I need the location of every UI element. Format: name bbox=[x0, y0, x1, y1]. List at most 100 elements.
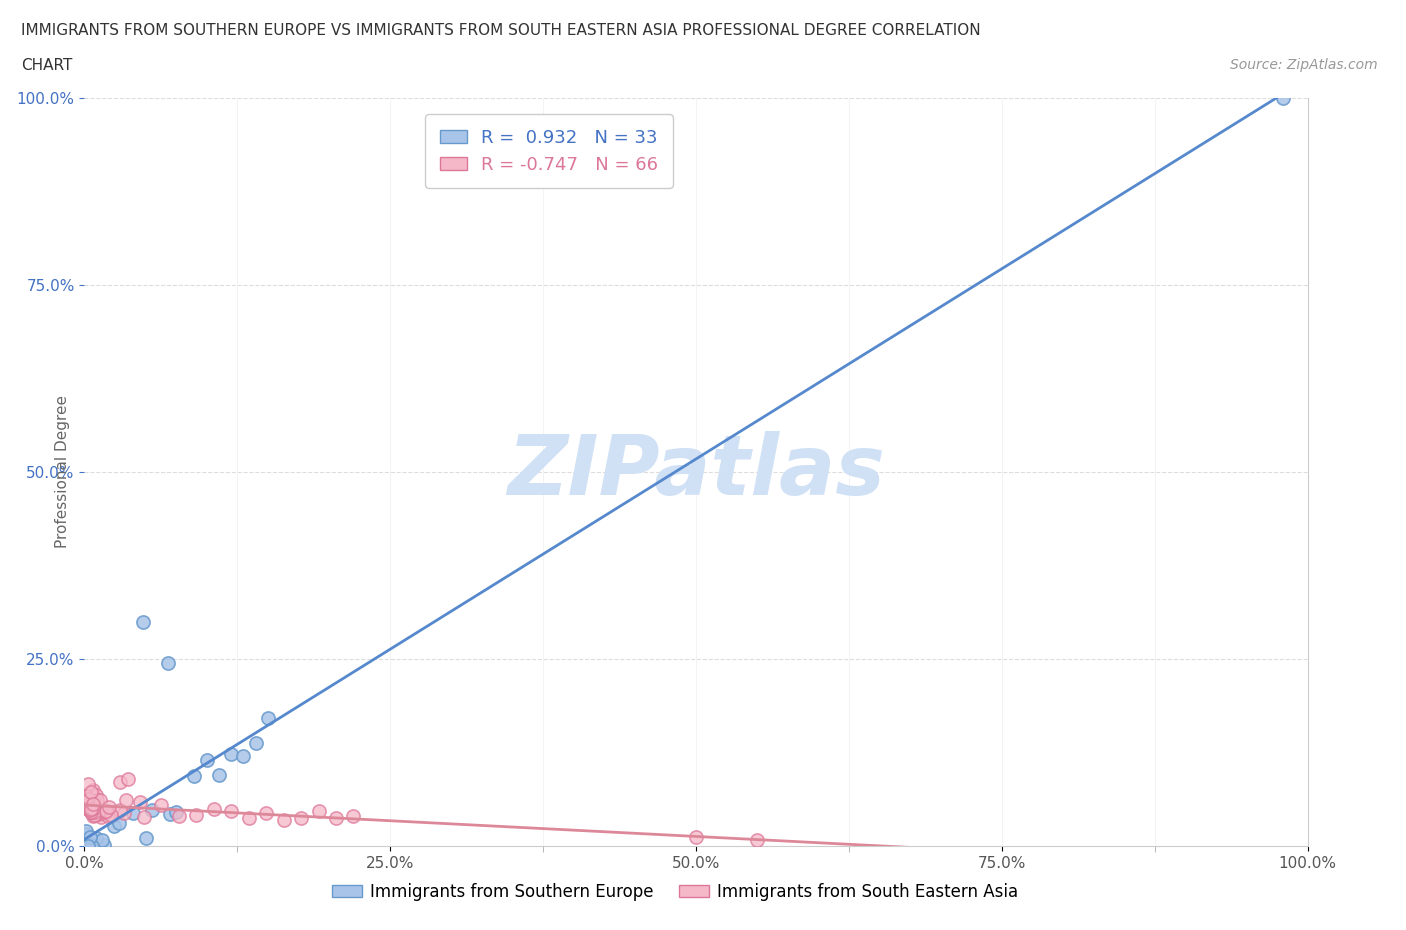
Point bbox=[132, 615, 155, 630]
Point bbox=[219, 804, 242, 819]
Point bbox=[80, 839, 103, 854]
Point bbox=[73, 839, 96, 854]
Point bbox=[122, 805, 145, 820]
Point bbox=[75, 801, 97, 816]
Point bbox=[100, 807, 122, 822]
Point bbox=[73, 838, 96, 853]
Point bbox=[202, 802, 225, 817]
Point bbox=[75, 827, 97, 842]
Point bbox=[86, 792, 108, 807]
Point bbox=[75, 789, 97, 804]
Point bbox=[89, 792, 111, 807]
Point bbox=[87, 806, 110, 821]
Point bbox=[83, 794, 105, 809]
Point bbox=[86, 830, 108, 845]
Point bbox=[76, 839, 98, 854]
Point bbox=[83, 803, 105, 817]
Point bbox=[83, 803, 105, 817]
Point bbox=[232, 749, 254, 764]
Point bbox=[747, 833, 769, 848]
Text: CHART: CHART bbox=[21, 58, 73, 73]
Point bbox=[77, 839, 100, 854]
Point bbox=[97, 800, 120, 815]
Point bbox=[273, 812, 295, 827]
Point bbox=[77, 777, 100, 791]
Point bbox=[112, 805, 135, 820]
Point bbox=[165, 804, 187, 819]
Point bbox=[159, 806, 181, 821]
Point bbox=[1272, 90, 1295, 105]
Point bbox=[108, 803, 131, 817]
Point bbox=[80, 795, 103, 810]
Point bbox=[82, 796, 104, 811]
Text: ZIPatlas: ZIPatlas bbox=[508, 432, 884, 512]
Point bbox=[150, 798, 173, 813]
Point bbox=[685, 830, 707, 844]
Point bbox=[77, 796, 100, 811]
Point bbox=[77, 801, 100, 816]
Point bbox=[132, 810, 155, 825]
Point bbox=[325, 810, 347, 825]
Point bbox=[80, 785, 103, 800]
Point bbox=[86, 838, 108, 853]
Point bbox=[77, 791, 100, 806]
Point bbox=[75, 794, 97, 809]
Text: Source: ZipAtlas.com: Source: ZipAtlas.com bbox=[1230, 58, 1378, 72]
Point bbox=[80, 805, 103, 820]
Text: IMMIGRANTS FROM SOUTHERN EUROPE VS IMMIGRANTS FROM SOUTH EASTERN ASIA PROFESSION: IMMIGRANTS FROM SOUTHERN EUROPE VS IMMIG… bbox=[21, 23, 981, 38]
Point bbox=[82, 801, 104, 816]
Y-axis label: Professional Degree: Professional Degree bbox=[55, 395, 70, 549]
Point bbox=[342, 808, 364, 823]
Point bbox=[156, 656, 179, 671]
Point bbox=[75, 839, 97, 854]
Point bbox=[208, 767, 231, 782]
Point bbox=[117, 772, 139, 787]
Point bbox=[135, 830, 157, 845]
Point bbox=[82, 839, 104, 854]
Point bbox=[245, 736, 267, 751]
Point bbox=[75, 824, 97, 839]
Point bbox=[107, 815, 129, 830]
Point bbox=[93, 805, 115, 820]
Point bbox=[83, 804, 105, 819]
Point bbox=[80, 802, 103, 817]
Point bbox=[90, 809, 112, 824]
Point bbox=[219, 747, 242, 762]
Point bbox=[308, 804, 330, 818]
Point bbox=[115, 793, 138, 808]
Point bbox=[73, 799, 96, 814]
Point bbox=[76, 802, 98, 817]
Point bbox=[183, 768, 205, 783]
Point bbox=[79, 795, 101, 810]
Point bbox=[84, 807, 107, 822]
Point bbox=[76, 839, 98, 854]
Legend: R =  0.932   N = 33, R = -0.747   N = 66: R = 0.932 N = 33, R = -0.747 N = 66 bbox=[426, 114, 673, 188]
Point bbox=[79, 830, 101, 844]
Point bbox=[129, 794, 152, 809]
Point bbox=[238, 811, 260, 826]
Point bbox=[84, 803, 107, 817]
Point bbox=[75, 798, 97, 813]
Point bbox=[83, 807, 105, 822]
Point bbox=[77, 837, 100, 852]
Point bbox=[97, 808, 120, 823]
Point bbox=[91, 807, 114, 822]
Point bbox=[79, 803, 101, 817]
Point bbox=[195, 753, 218, 768]
Point bbox=[90, 803, 112, 817]
Point bbox=[186, 807, 208, 822]
Point bbox=[75, 839, 97, 854]
Point bbox=[257, 711, 280, 725]
Point bbox=[90, 832, 112, 847]
Point bbox=[108, 775, 131, 790]
Point bbox=[254, 805, 277, 820]
Point bbox=[82, 808, 104, 823]
Point bbox=[94, 804, 117, 818]
Point bbox=[82, 782, 104, 797]
Point bbox=[167, 809, 190, 824]
Point bbox=[96, 804, 118, 818]
Point bbox=[84, 788, 107, 803]
Point bbox=[103, 818, 125, 833]
Point bbox=[82, 837, 104, 852]
Legend: Immigrants from Southern Europe, Immigrants from South Eastern Asia: Immigrants from Southern Europe, Immigra… bbox=[325, 876, 1025, 908]
